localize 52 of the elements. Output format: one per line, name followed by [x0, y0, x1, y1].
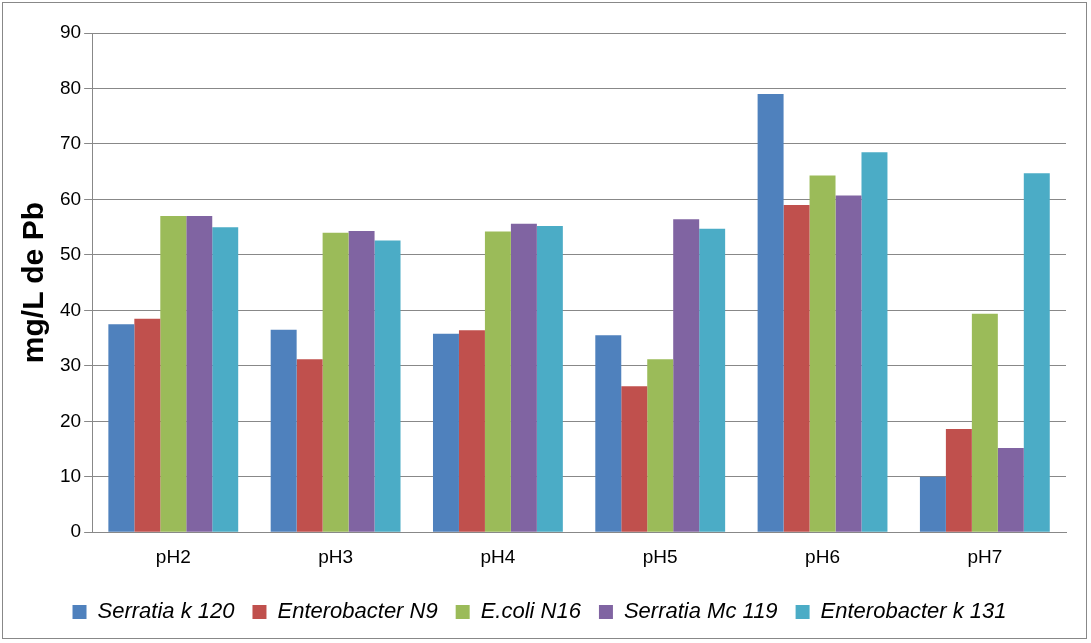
bar: [647, 359, 674, 532]
legend-label: Enterobacter N9: [277, 598, 438, 624]
bar: [212, 227, 239, 532]
bar: [809, 175, 836, 532]
bar: [536, 226, 563, 532]
bar: [971, 313, 998, 532]
bar: [510, 223, 537, 532]
bar: [997, 447, 1024, 532]
bar: [783, 204, 810, 532]
bar: [160, 216, 187, 532]
x-tick-label: pH6: [805, 545, 840, 567]
bar: [757, 94, 784, 532]
bar: [134, 318, 161, 532]
bar: [432, 333, 459, 532]
bar: [1023, 173, 1050, 532]
bar: [484, 231, 511, 532]
bar: [673, 219, 700, 532]
y-tick-label: 70: [59, 132, 82, 154]
y-tick-label: 20: [59, 409, 82, 431]
y-axis-title: mg/L de Pb: [16, 202, 50, 364]
y-tick-label: 90: [59, 21, 82, 43]
legend-label: Serratia Mc 119: [623, 598, 778, 624]
legend-label: Enterobacter k 131: [820, 598, 1007, 624]
bar: [270, 329, 297, 532]
bar: [374, 240, 401, 532]
y-tick-label: 0: [70, 520, 82, 542]
x-tick-label: pH4: [480, 545, 516, 567]
y-tick-label: 60: [59, 187, 82, 209]
bar: [322, 232, 349, 532]
x-tick-label: pH3: [318, 545, 354, 567]
bar: [835, 195, 862, 532]
bar: [919, 476, 946, 532]
x-tick-label: pH7: [967, 545, 1003, 567]
y-tick-label: 50: [59, 243, 82, 265]
y-tick-label: 80: [59, 76, 82, 98]
bar: [458, 330, 485, 532]
y-tick-label: 10: [59, 464, 82, 486]
y-tick-label: 40: [59, 298, 82, 320]
bar: [621, 386, 648, 532]
bar: [348, 231, 375, 532]
x-tick-label: pH5: [642, 545, 678, 567]
bar: [699, 228, 726, 532]
bar: [595, 335, 622, 532]
y-tick-label: 30: [59, 354, 82, 376]
bar: [945, 429, 972, 532]
bar: [108, 324, 135, 532]
legend-label: Serratia k 120: [97, 598, 236, 624]
bar: [296, 359, 323, 532]
bar: [186, 216, 213, 532]
legend-label: E.coli N16: [480, 598, 582, 624]
bar: [861, 152, 888, 532]
x-tick-label: pH2: [155, 545, 191, 567]
